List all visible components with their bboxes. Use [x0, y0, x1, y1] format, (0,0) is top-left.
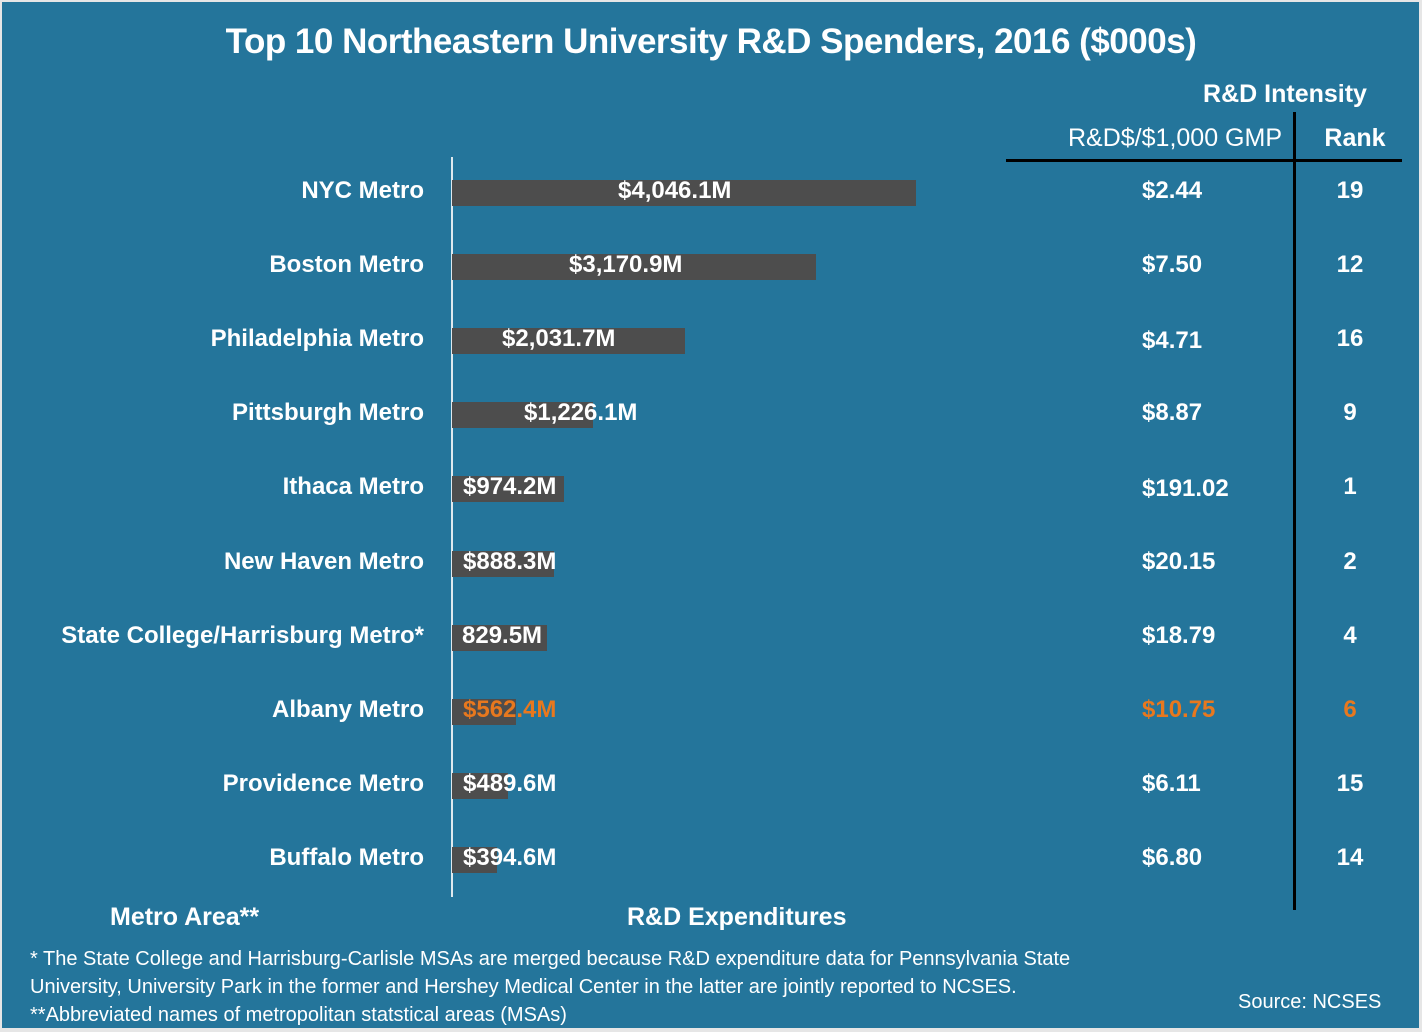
intensity-ratio-cell: $18.79: [1142, 621, 1216, 649]
bar: [452, 846, 498, 873]
category-label: New Haven Metro: [223, 547, 424, 575]
intensity-group-header: R&D Intensity: [1203, 80, 1367, 108]
intensity-ratio-cell: $6.80: [1142, 843, 1203, 871]
intensity-rank-cell: 14: [1336, 843, 1364, 871]
category-label: Buffalo Metro: [269, 843, 424, 871]
bar-value-label: $4,046.1M: [618, 177, 732, 204]
chart-title: Top 10 Northeastern University R&D Spend…: [225, 22, 1197, 61]
bar: [452, 180, 916, 206]
bar: [452, 402, 593, 429]
intensity-rank-cell: 15: [1336, 769, 1364, 797]
rank-column-header: Rank: [1324, 124, 1386, 152]
intensity-rank-cell: 12: [1336, 251, 1364, 279]
intensity-ratio-cell: $7.50: [1142, 251, 1203, 279]
bar: [452, 772, 509, 799]
intensity-ratio-cell: $2.44: [1142, 177, 1203, 204]
category-label: Providence Metro: [222, 769, 424, 797]
intensity-ratio-cell: $20.15: [1142, 547, 1216, 575]
category-label: Philadelphia Metro: [210, 325, 424, 353]
footnote-line-1: * The State College and Harrisburg-Carli…: [30, 948, 1071, 970]
source-note: Source: NCSES: [1238, 991, 1382, 1013]
category-label: Ithaca Metro: [282, 473, 424, 501]
bar-value-label: $2,031.7M: [502, 325, 616, 353]
intensity-ratio-cell: $10.75: [1142, 695, 1216, 723]
y-axis-title: Metro Area**: [110, 903, 260, 931]
bar: [452, 624, 548, 651]
intensity-rank-cell: 19: [1336, 177, 1364, 204]
bar-value-label: $394.6M: [463, 843, 557, 871]
bar: [452, 328, 685, 355]
intensity-ratio-cell: $8.87: [1142, 399, 1203, 427]
intensity-rank-cell: 4: [1343, 621, 1357, 649]
footnote-line-2: University, University Park in the forme…: [30, 976, 1017, 998]
bar-value-label: $3,170.9M: [569, 251, 683, 279]
intensity-rank-cell: 6: [1343, 695, 1357, 723]
bar: [452, 550, 554, 577]
footnote-line-3: **Abbreviated names of metropolitan stat…: [30, 1004, 567, 1026]
intensity-rank-cell: 2: [1343, 547, 1357, 575]
x-axis-title: R&D Expenditures: [627, 903, 847, 931]
table-column-divider: [1293, 112, 1296, 910]
bar-value-label: $888.3M: [463, 547, 557, 575]
category-axis-line: [451, 157, 453, 897]
category-label: State College/Harrisburg Metro*: [61, 621, 424, 649]
intensity-rank-cell: 16: [1336, 325, 1364, 353]
intensity-ratio-cell: $191.02: [1142, 475, 1229, 503]
bar-value-label: $562.4M: [463, 695, 557, 723]
bar-value-label: 829.5M: [462, 621, 543, 649]
bar-value-label: $1,226.1M: [524, 399, 638, 427]
bar-value-label: $489.6M: [463, 769, 557, 797]
category-label: NYC Metro: [301, 177, 424, 204]
ratio-column-header: R&D$/$1,000 GMP: [1068, 124, 1282, 152]
category-label: Boston Metro: [269, 251, 424, 279]
intensity-ratio-cell: $4.71: [1142, 327, 1203, 355]
table-header-rule: [1006, 159, 1402, 162]
bar: [452, 254, 816, 281]
category-label: Albany Metro: [271, 695, 424, 723]
bar: [452, 476, 564, 503]
bar: [452, 698, 517, 725]
intensity-ratio-cell: $6.11: [1142, 769, 1201, 797]
bar-value-label: $974.2M: [463, 473, 557, 501]
intensity-rank-cell: 9: [1343, 399, 1357, 427]
intensity-rank-cell: 1: [1343, 473, 1357, 501]
category-label: Pittsburgh Metro: [232, 399, 424, 427]
